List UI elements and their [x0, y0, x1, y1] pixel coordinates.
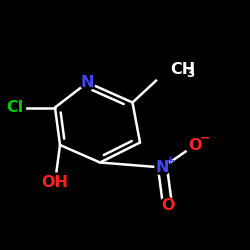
Text: CH: CH [170, 62, 195, 78]
Circle shape [154, 56, 181, 84]
Circle shape [160, 62, 175, 78]
Circle shape [48, 175, 62, 190]
Text: N: N [156, 160, 169, 175]
Text: O: O [188, 138, 202, 152]
Circle shape [46, 173, 64, 192]
Text: Cl: Cl [6, 100, 24, 115]
Circle shape [160, 198, 175, 212]
Circle shape [8, 100, 22, 115]
Text: O: O [161, 198, 174, 212]
Text: OH: OH [42, 175, 68, 190]
Circle shape [80, 75, 95, 90]
Circle shape [4, 97, 25, 118]
Circle shape [155, 160, 170, 175]
Circle shape [188, 138, 202, 152]
Text: 3: 3 [186, 67, 194, 80]
Text: −: − [200, 131, 210, 144]
Text: N: N [81, 75, 94, 90]
Text: +: + [166, 156, 175, 166]
Circle shape [186, 136, 204, 154]
